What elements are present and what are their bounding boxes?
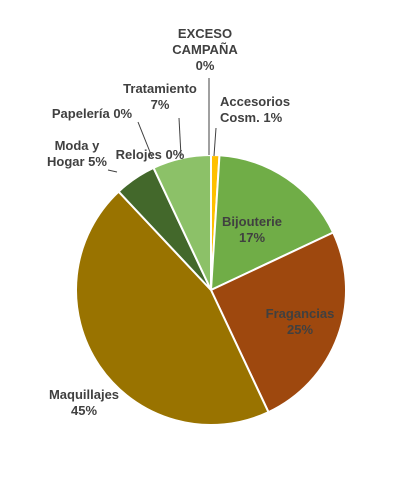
leader-line (214, 128, 216, 156)
data-label-relojes: Relojes 0% (116, 147, 185, 162)
data-label-tratamiento: Tratamiento 7% (123, 81, 197, 112)
data-label-exceso-campa-a: EXCESO CAMPAÑA 0% (172, 26, 238, 73)
data-label-accesorios-cosm-: Accesorios Cosm. 1% (220, 94, 290, 125)
data-label-maquillajes: Maquillajes 45% (49, 387, 119, 418)
data-label-papeler-a: Papelería 0% (52, 106, 133, 121)
leader-line (108, 170, 117, 172)
data-label-moda-y-hogar: Moda y Hogar 5% (47, 138, 107, 169)
